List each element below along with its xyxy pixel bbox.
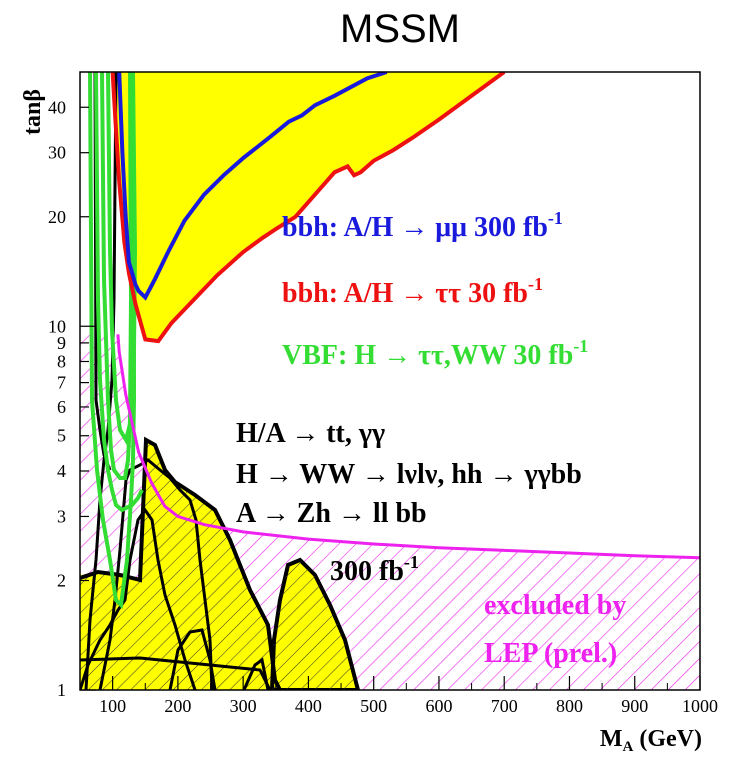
y-tick-label: 8 — [57, 352, 66, 372]
y-axis-label: tanβ — [20, 89, 46, 135]
x-axis-label: MA (GeV) — [600, 726, 702, 755]
x-tick-label: 700 — [491, 696, 518, 716]
chart-title: MSSM — [340, 7, 460, 51]
low-mass-contours — [80, 72, 361, 690]
y-tick-label: 10 — [48, 316, 66, 336]
annotation-300fb: 300 fb-1 — [330, 552, 419, 587]
y-tick-label: 9 — [57, 333, 66, 353]
annotation-ha-tt: H/A → tt, γγ — [236, 418, 385, 449]
x-tick-label: 400 — [295, 696, 322, 716]
annotation-lep-prel: LEP (prel.) — [484, 638, 617, 669]
annotation-bbh-mumu: bbh: A/H → μμ 300 fb-1 — [282, 208, 563, 243]
annotations: bbh: A/H → μμ 300 fb-1 bbh: A/H → ττ 30 … — [236, 208, 626, 669]
annotation-a-zh: A → Zh → ll bb — [236, 498, 427, 529]
x-tick-label: 300 — [230, 696, 257, 716]
plot-frame — [79, 71, 701, 691]
y-tick-label: 20 — [48, 207, 66, 227]
low-mass-yellow-hatch — [80, 440, 280, 690]
y-tick-label: 4 — [57, 461, 66, 481]
magenta-lep-boundary — [116, 334, 700, 560]
annotation-vbf: VBF: H → ττ,WW 30 fb-1 — [282, 336, 588, 371]
y-tick-label: 30 — [48, 143, 66, 163]
green-contour-2 — [94, 72, 144, 513]
y-tick-label: 5 — [57, 426, 66, 446]
annotation-excluded-by: excluded by — [484, 590, 626, 621]
blue-contour-bbh-mumu — [117, 72, 388, 301]
plot-layers — [80, 72, 700, 690]
x-tick-label: 500 — [360, 696, 387, 716]
yellow-discovery-region — [112, 72, 700, 342]
annotation-bbh-tautau: bbh: A/H → ττ 30 fb-1 — [282, 274, 543, 309]
y-tick-label: 1 — [57, 680, 66, 700]
y-tick-label: 6 — [57, 397, 66, 417]
y-tick-label: 40 — [48, 97, 66, 117]
x-tick-label: 900 — [621, 696, 648, 716]
x-tick-label: 800 — [556, 696, 583, 716]
vbf-green-contours — [88, 72, 144, 610]
x-tick-label: 200 — [164, 696, 191, 716]
y-tick-label: 2 — [57, 571, 66, 591]
x-tick-label: 100 — [99, 696, 126, 716]
red-contour-bbh-tautau — [110, 72, 506, 344]
peak-yellow-hatch — [272, 560, 358, 690]
black-contour-2 — [80, 507, 197, 690]
green-contour-3 — [100, 72, 134, 480]
x-tick-label: 600 — [425, 696, 452, 716]
black-contour-7 — [242, 657, 270, 690]
y-tick-label: 3 — [57, 506, 66, 526]
x-tick-label: 1000 — [682, 696, 718, 716]
x-axis-ticks: 100 200 300 400 500 600 700 800 900 1000 — [79, 676, 718, 716]
annotation-h-ww: H → WW → lνlν, hh → γγbb — [236, 459, 582, 490]
black-contour-6 — [98, 458, 214, 690]
y-tick-label: 7 — [57, 373, 66, 393]
